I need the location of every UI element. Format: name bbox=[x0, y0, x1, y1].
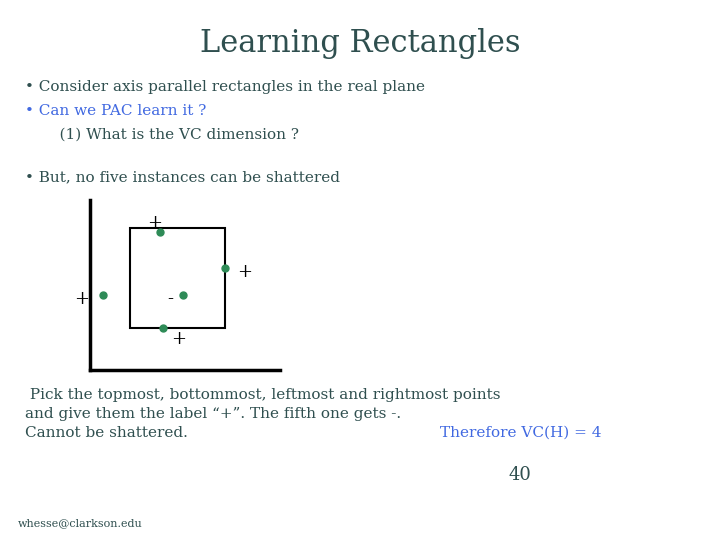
Text: Learning Rectangles: Learning Rectangles bbox=[199, 28, 521, 59]
Text: +: + bbox=[148, 214, 163, 232]
Text: whesse@clarkson.edu: whesse@clarkson.edu bbox=[18, 518, 143, 528]
Text: +: + bbox=[237, 263, 252, 281]
Text: • Consider axis parallel rectangles in the real plane: • Consider axis parallel rectangles in t… bbox=[25, 80, 425, 94]
Text: • But, no five instances can be shattered: • But, no five instances can be shattere… bbox=[25, 170, 340, 184]
Text: and give them the label “+”. The fifth one gets -.: and give them the label “+”. The fifth o… bbox=[25, 407, 401, 421]
Text: Therefore VC(H) = 4: Therefore VC(H) = 4 bbox=[440, 426, 601, 440]
Bar bbox=[130, 228, 225, 328]
Text: -: - bbox=[167, 290, 173, 308]
Text: 40: 40 bbox=[508, 466, 531, 484]
Text: +: + bbox=[74, 290, 89, 308]
Text: • Can we PAC learn it ?: • Can we PAC learn it ? bbox=[25, 104, 207, 118]
Text: +: + bbox=[171, 330, 186, 348]
Text: Cannot be shattered.: Cannot be shattered. bbox=[25, 426, 188, 440]
Text: (1) What is the VC dimension ?: (1) What is the VC dimension ? bbox=[40, 128, 299, 142]
Text: Pick the topmost, bottommost, leftmost and rightmost points: Pick the topmost, bottommost, leftmost a… bbox=[25, 388, 500, 402]
